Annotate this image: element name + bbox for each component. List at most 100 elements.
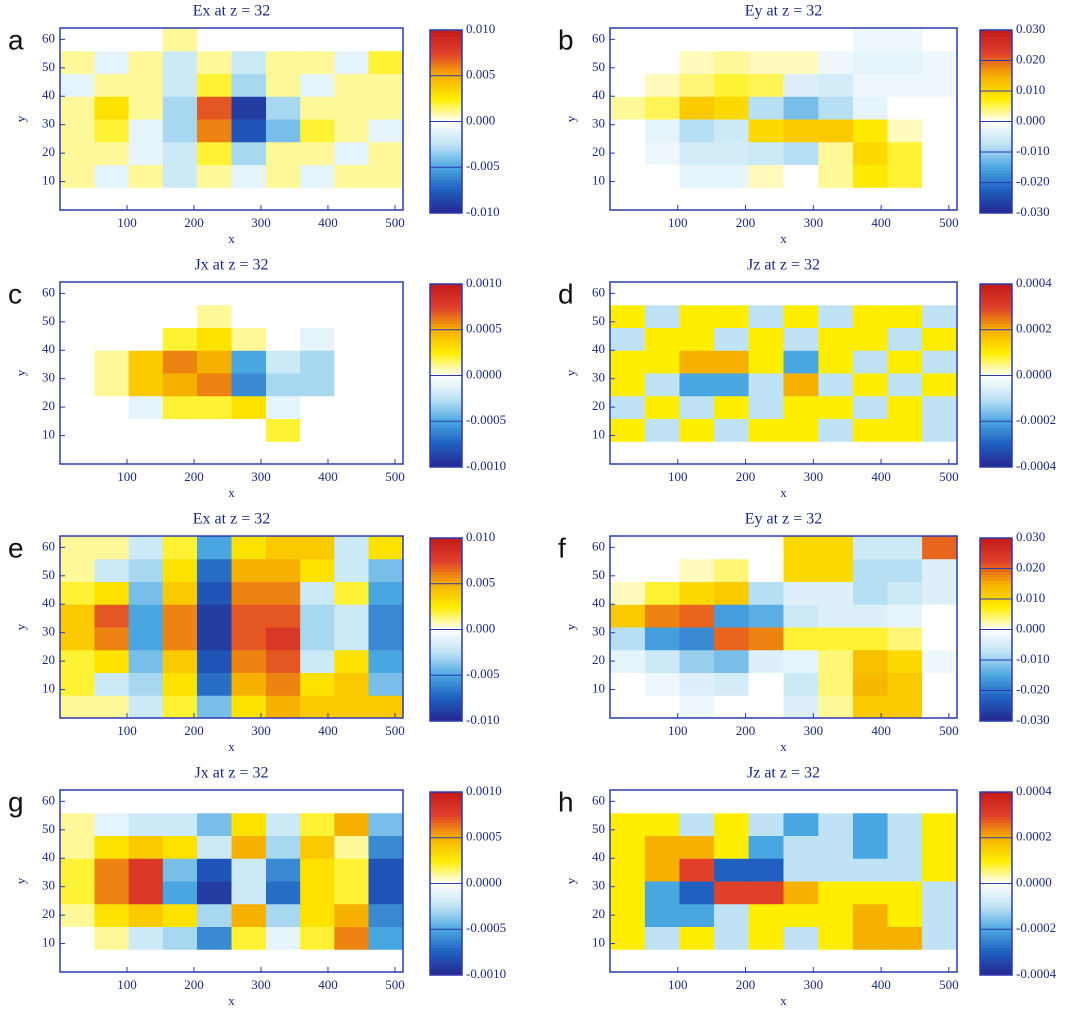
colorbar-band: [980, 345, 1012, 349]
colorbar-band: [430, 418, 462, 422]
heatmap-cell: [679, 881, 715, 905]
heatmap-cell: [334, 858, 369, 882]
heatmap-cell: [266, 187, 301, 211]
heatmap-cell: [644, 418, 680, 442]
heatmap-cell: [887, 164, 923, 188]
colorbar-band: [980, 173, 1012, 177]
panel-letter: a: [8, 24, 24, 55]
colorbar-band: [430, 660, 462, 664]
colorbar-band: [430, 938, 462, 942]
heatmap-cell: [852, 50, 889, 74]
heatmap-cell: [679, 949, 715, 973]
heatmap-cell: [887, 418, 923, 442]
heatmap-cell: [679, 96, 715, 120]
y-axis-label: y: [13, 369, 28, 376]
x-axis-label: x: [228, 739, 235, 754]
colorbar-tick-label: 0.0002: [1016, 321, 1052, 336]
heatmap-cell: [922, 812, 958, 836]
colorbar-band: [430, 892, 462, 897]
heatmap-cell: [368, 187, 404, 211]
colorbar-band: [980, 118, 1012, 122]
x-tick-label: 100: [668, 215, 688, 230]
heatmap-cell: [887, 50, 923, 74]
colorbar-band: [980, 886, 1012, 891]
colorbar-band: [430, 629, 462, 634]
colorbar-band: [430, 684, 462, 688]
colorbar-band: [430, 834, 462, 839]
colorbar-band: [430, 351, 462, 355]
colorbar-band: [980, 94, 1012, 98]
colorbar-band: [980, 617, 1012, 621]
colorbar-band: [980, 296, 1012, 300]
heatmap-cell: [748, 604, 784, 628]
heatmap-cell: [196, 96, 232, 120]
colorbar-band: [980, 840, 1012, 845]
heatmap-cell: [852, 164, 889, 188]
colorbar-band: [430, 910, 462, 915]
colorbar-band: [980, 956, 1012, 961]
colorbar-tick-label: -0.020: [1016, 173, 1050, 188]
heatmap-cell: [300, 812, 335, 836]
heatmap-cell: [368, 373, 404, 397]
heatmap-cell: [128, 350, 164, 374]
heatmap-cell: [679, 790, 715, 814]
colorbar-band: [980, 436, 1012, 441]
heatmap-cell: [196, 881, 232, 905]
heatmap-cell: [162, 581, 198, 605]
heatmap-cell: [783, 441, 819, 465]
colorbar-tick-label: 0.000: [1016, 620, 1045, 635]
heatmap-cell: [196, 187, 232, 211]
colorbar-band: [980, 197, 1012, 202]
heatmap-cell: [368, 695, 404, 719]
colorbar-band: [430, 617, 462, 621]
heatmap-cell: [128, 858, 164, 882]
heatmap-cell: [128, 96, 164, 120]
heatmap-cell: [300, 672, 335, 696]
x-tick-label: 400: [318, 723, 338, 738]
heatmap-cell: [162, 141, 198, 165]
colorbar-band: [980, 705, 1012, 710]
x-tick-label: 200: [184, 469, 204, 484]
colorbar-band: [980, 898, 1012, 903]
colorbar-band: [980, 626, 1012, 630]
heatmap-cell: [748, 187, 784, 211]
colorbar-band: [430, 553, 462, 557]
colorbar-band: [980, 427, 1012, 431]
colorbar-tick-label: -0.0002: [1016, 920, 1056, 935]
y-tick-label: 30: [592, 624, 605, 639]
heatmap-cell: [60, 28, 96, 52]
heatmap-cell: [783, 418, 819, 442]
heatmap-cell: [196, 903, 232, 927]
heatmap-cell: [610, 949, 646, 973]
heatmap-cell: [162, 558, 198, 582]
y-tick-label: 10: [42, 681, 55, 696]
colorbar-band: [430, 302, 462, 306]
colorbar-band: [430, 112, 462, 116]
heatmap-cell: [887, 604, 923, 628]
heatmap-cell: [266, 327, 301, 351]
colorbar-band: [980, 828, 1012, 833]
heatmap-cell: [162, 28, 198, 52]
heatmap-cell: [679, 835, 715, 859]
heatmap-cell: [644, 949, 680, 973]
heatmap-cell: [714, 350, 750, 374]
heatmap-cell: [644, 835, 680, 859]
heatmap-cell: [231, 672, 267, 696]
heatmap-cell: [231, 903, 267, 927]
heatmap-cell: [162, 926, 198, 950]
heatmap-cell: [748, 536, 784, 560]
colorbar-band: [430, 672, 462, 676]
heatmap-cell: [887, 881, 923, 905]
colorbar-band: [980, 819, 1012, 823]
heatmap-cell: [852, 96, 889, 120]
heatmap-cell: [818, 949, 854, 973]
colorbar-tick-label: 0.020: [1016, 51, 1045, 66]
heatmap-cell: [300, 164, 335, 188]
colorbar-band: [980, 968, 1012, 973]
colorbar-band: [980, 868, 1012, 872]
heatmap-cell: [610, 327, 646, 351]
colorbar-band: [430, 155, 462, 159]
heatmap-cell: [714, 558, 750, 582]
colorbar-band: [430, 828, 462, 833]
